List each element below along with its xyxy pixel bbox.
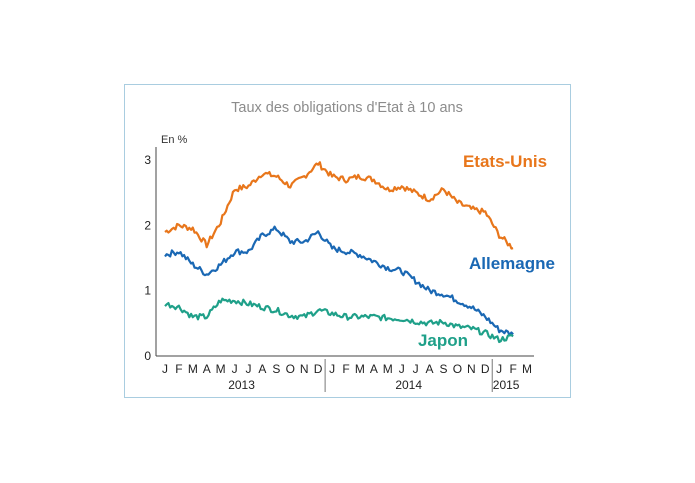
y-tick-label: 1 <box>144 284 151 298</box>
x-tick-label: A <box>426 362 434 376</box>
x-tick-label: A <box>258 362 266 376</box>
series-label-etats-unis: Etats-Unis <box>463 152 547 171</box>
year-label: 2014 <box>395 378 422 392</box>
y-tick-label: 3 <box>144 153 151 167</box>
x-tick-label: S <box>439 362 447 376</box>
x-tick-label: F <box>175 362 182 376</box>
x-tick-label: O <box>453 362 462 376</box>
x-tick-label: A <box>203 362 211 376</box>
series-label-allemagne: Allemagne <box>469 254 555 273</box>
x-tick-label: M <box>383 362 393 376</box>
x-tick-label: J <box>329 362 335 376</box>
x-tick-label: D <box>314 362 323 376</box>
x-tick-label: D <box>481 362 490 376</box>
x-tick-label: J <box>413 362 419 376</box>
x-tick-label: N <box>467 362 476 376</box>
chart-title: Taux des obligations d'Etat à 10 ans <box>231 100 463 116</box>
y-unit-label: En % <box>161 134 188 146</box>
x-tick-label: J <box>496 362 502 376</box>
x-tick-label: M <box>355 362 365 376</box>
y-tick-label: 0 <box>144 349 151 363</box>
x-tick-label: O <box>286 362 295 376</box>
x-tick-label: J <box>246 362 252 376</box>
series-line-allemagne <box>164 225 514 337</box>
series-lines <box>164 161 514 344</box>
x-tick-label: A <box>370 362 378 376</box>
year-label: 2015 <box>493 378 520 392</box>
x-tick-label: N <box>300 362 309 376</box>
x-tick-label: M <box>522 362 532 376</box>
x-tick-label: S <box>272 362 280 376</box>
x-tick-label: M <box>188 362 198 376</box>
series-label-japon: Japon <box>418 331 468 350</box>
y-tick-label: 2 <box>144 218 151 232</box>
x-tick-label: J <box>399 362 405 376</box>
line-chart: Taux des obligations d'Etat à 10 ans En … <box>144 100 555 392</box>
x-tick-label: J <box>232 362 238 376</box>
x-tick-label: F <box>342 362 349 376</box>
x-tick-label: M <box>216 362 226 376</box>
x-tick-label: J <box>162 362 168 376</box>
chart-frame: Taux des obligations d'Etat à 10 ans En … <box>124 84 571 398</box>
series-line-etats-unis <box>164 161 514 250</box>
x-tick-label: F <box>509 362 516 376</box>
series-labels: Etats-Unis Allemagne Japon <box>418 152 555 350</box>
y-axis-ticks: 0 1 2 3 <box>144 153 151 363</box>
year-label: 2013 <box>228 378 255 392</box>
series-line-japon <box>164 297 514 344</box>
